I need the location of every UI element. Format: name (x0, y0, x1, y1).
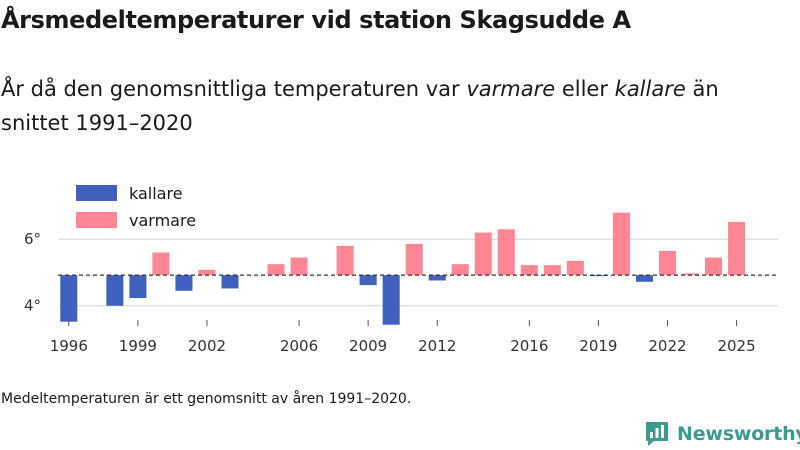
x-tick-label: 2022 (648, 337, 686, 355)
bar-2006[interactable] (290, 257, 308, 276)
bar-2005[interactable] (267, 264, 285, 276)
bar-2014[interactable] (474, 232, 492, 276)
bar-2018[interactable] (566, 260, 584, 276)
chart-title: Årsmedeltemperaturer vid station Skagsud… (1, 6, 631, 34)
legend-label-varmare[interactable]: varmare (129, 211, 196, 230)
bar-2021[interactable] (635, 275, 653, 282)
x-tick-label: 1999 (119, 337, 157, 355)
subtitle-warm-word: varmare (466, 77, 556, 101)
legend-label-kallare[interactable]: kallare (129, 184, 183, 203)
bars (60, 212, 746, 325)
bar-2025[interactable] (728, 221, 746, 276)
footnote: Medeltemperaturen är ett genomsnitt av å… (1, 391, 412, 407)
bar-2024[interactable] (705, 257, 723, 276)
legend: kallare varmare (76, 184, 196, 230)
bar-2015[interactable] (497, 229, 515, 276)
newsworthy-icon (646, 422, 668, 446)
x-tick-label: 2006 (280, 337, 318, 355)
x-tick-label: 2025 (717, 337, 755, 355)
bar-2010[interactable] (382, 275, 400, 325)
subtitle-text-2: eller (555, 77, 615, 101)
y-tick-label: 6° (24, 230, 41, 248)
x-tick-label: 1996 (50, 337, 88, 355)
y-tick-label: 4° (24, 297, 41, 315)
x-axis-ticks: 1996 1999 2002 2006 2009 2012 2016 2019 2022 2025 (50, 320, 756, 355)
bar-2023[interactable] (681, 273, 700, 276)
bar-1996[interactable] (60, 275, 78, 322)
bar-2011[interactable] (405, 243, 423, 276)
brand-name: Newsworthy (677, 423, 800, 445)
x-tick-label: 2002 (188, 337, 226, 355)
bar-2008[interactable] (336, 245, 354, 276)
y-axis-ticks: 4° 6° (24, 230, 41, 315)
subtitle-cold-word: kallare (614, 77, 686, 101)
legend-swatch-varmare[interactable] (76, 212, 117, 228)
newsworthy-logo[interactable]: Newsworthy (645, 420, 800, 448)
subtitle-text-3: än snittet 1991–2020 (1, 77, 719, 135)
legend-swatch-kallare[interactable] (76, 185, 117, 201)
bar-2017[interactable] (543, 265, 561, 276)
x-tick-label: 2009 (349, 337, 387, 355)
bar-1999[interactable] (129, 275, 147, 299)
bar-2000[interactable] (152, 252, 170, 276)
bar-1998[interactable] (106, 275, 124, 306)
x-tick-label: 2016 (510, 337, 548, 355)
bar-2013[interactable] (451, 264, 469, 276)
bar-chart: 4° 6° 1996 1999 2002 2006 2009 2012 2016 2019 202… (24, 184, 778, 355)
bar-2001[interactable] (175, 275, 193, 291)
bar-2003[interactable] (221, 275, 239, 289)
bar-2016[interactable] (520, 265, 538, 276)
subtitle-text-1: År då den genomsnittliga temperaturen va… (1, 77, 467, 101)
bar-2002[interactable] (198, 269, 216, 276)
chart-subtitle: År då den genomsnittliga temperaturen va… (1, 72, 771, 140)
bar-2020[interactable] (612, 212, 630, 276)
bar-2009[interactable] (359, 275, 377, 286)
x-tick-label: 2012 (418, 337, 456, 355)
bar-2012[interactable] (428, 275, 446, 281)
bar-2022[interactable] (658, 250, 676, 276)
gridlines (59, 238, 778, 307)
x-tick-label: 2019 (579, 337, 617, 355)
